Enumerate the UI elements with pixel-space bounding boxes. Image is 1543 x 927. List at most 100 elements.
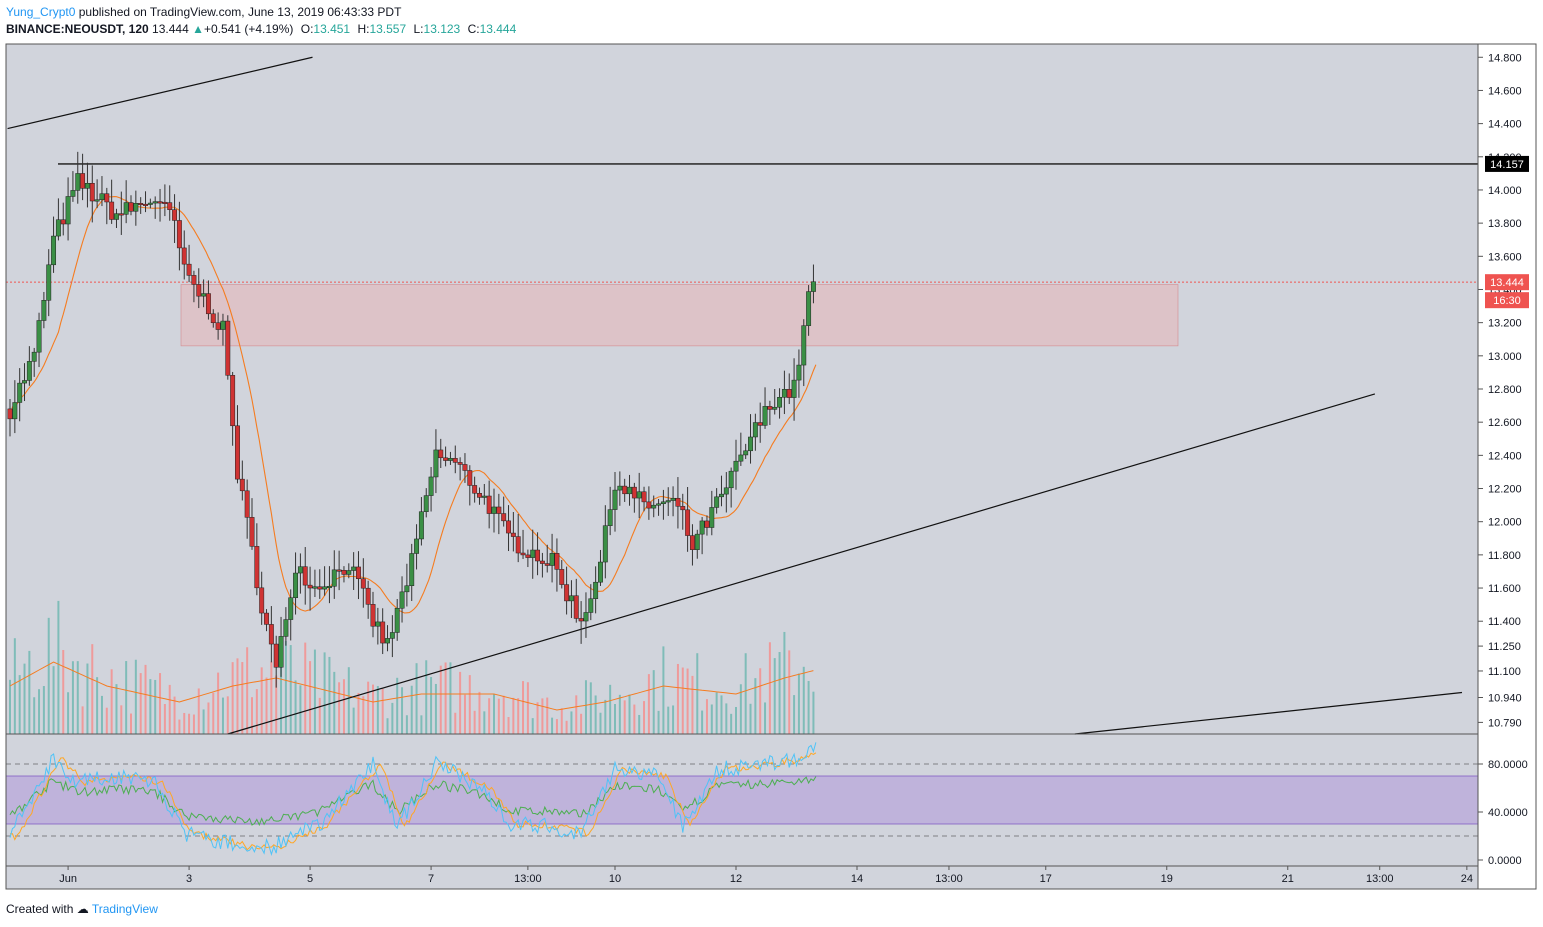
candle-body (641, 491, 647, 503)
volume-bar (725, 703, 728, 734)
candle-body (404, 585, 410, 593)
candle-body (801, 325, 807, 366)
close-value: 13.444 (479, 22, 517, 36)
price-chart[interactable]: 14.80014.60014.40014.20014.00013.80013.6… (0, 0, 1543, 900)
candle-body (549, 553, 555, 566)
volume-bar (691, 675, 694, 734)
candle-body (80, 173, 86, 189)
volume-bar (110, 669, 113, 734)
volume-bar (280, 665, 283, 734)
oscillator-band (6, 776, 1478, 824)
candle-body (181, 247, 187, 265)
candle-body (51, 235, 57, 266)
open-label: O: (300, 22, 314, 36)
candle-body (128, 202, 134, 212)
volume-bar (497, 698, 500, 734)
volume-bar (643, 701, 646, 734)
time-tick-label: 21 (1282, 873, 1294, 885)
volume-bar (342, 679, 345, 734)
candle-body (36, 320, 42, 353)
volume-bar (338, 682, 341, 734)
candle-body (602, 525, 608, 563)
time-tick-label: 13:00 (514, 873, 542, 885)
volume-bar (275, 675, 278, 734)
candle-body (109, 201, 115, 220)
trend-line (7, 56, 313, 130)
up-arrow-icon: ▲ (192, 22, 204, 36)
candle-body (385, 638, 390, 644)
volume-bar (526, 682, 529, 734)
stoch-fast-line (9, 742, 817, 857)
candle-body (133, 203, 139, 212)
volume-bar (197, 688, 200, 734)
volume-bar (778, 652, 781, 734)
volume-bar (323, 652, 326, 734)
candle-body (268, 624, 274, 645)
candle-body (389, 632, 395, 639)
candle-body (331, 569, 337, 587)
volume-bar (531, 718, 534, 734)
candle-body (723, 487, 729, 495)
candle-body (438, 449, 444, 459)
volume-bar (449, 662, 452, 734)
price-tick-label: 11.800 (1488, 550, 1521, 562)
candle-body (162, 201, 168, 204)
time-tick-label: 13:00 (935, 873, 963, 885)
volume-bar (415, 663, 418, 734)
candle-body (41, 300, 47, 321)
candle-body (510, 532, 516, 537)
volume-bar (115, 684, 118, 734)
volume-bar (52, 666, 55, 734)
time-tick-label: 10 (609, 873, 621, 885)
ohlc-legend: BINANCE:NEOUSDT, 120 13.444 ▲+0.541 (+4.… (6, 22, 516, 36)
osc-tick-label: 40.0000 (1488, 807, 1528, 819)
volume-bar (154, 679, 157, 734)
volume-bar (705, 699, 708, 734)
candle-body (138, 203, 144, 206)
volume-bar (255, 689, 258, 734)
tradingview-brand[interactable]: TradingView (91, 902, 158, 916)
candle-body (810, 281, 816, 292)
volume-bar (599, 712, 602, 734)
candle-body (84, 183, 90, 189)
osc-tick-label: 0.0000 (1488, 855, 1522, 867)
candle-body (767, 406, 773, 410)
volume-bar (188, 713, 191, 734)
candle-body (297, 566, 303, 574)
volume-bar (478, 691, 481, 734)
candle-body (375, 621, 381, 627)
candle-body (380, 621, 386, 644)
volume-bar (536, 702, 539, 734)
candle-body (680, 506, 686, 511)
volume-bar (434, 683, 437, 734)
volume-bar (589, 682, 592, 734)
countdown-label-bg (1485, 292, 1529, 309)
volume-bar (9, 679, 11, 734)
volume-bar (105, 707, 108, 734)
volume-bar (797, 673, 800, 734)
candle-body (656, 503, 662, 506)
candle-body (622, 485, 628, 495)
candle-body (360, 578, 366, 589)
symbol-label[interactable]: BINANCE:NEOUSDT, 120 (6, 22, 149, 36)
author-link[interactable]: Yung_Crypt0 (6, 5, 76, 19)
candle-body (46, 264, 52, 301)
candle-body (447, 458, 453, 461)
low-value: 13.123 (423, 22, 461, 36)
volume-bar (551, 717, 554, 734)
candle-body (501, 513, 507, 522)
candle-body (627, 486, 632, 495)
candle-body (12, 402, 18, 420)
candle-body (60, 219, 66, 225)
price-tick-label: 12.600 (1488, 417, 1522, 429)
candle-body (714, 496, 720, 508)
candle-body (733, 460, 739, 472)
time-tick-label: 13:00 (1366, 873, 1394, 885)
candle-body (617, 485, 623, 491)
candle-body (273, 643, 279, 668)
tradingview-logo-icon: ☁ (76, 902, 89, 916)
volume-bar (507, 717, 510, 734)
candle-body (559, 569, 565, 585)
volume-bar (178, 719, 181, 734)
volume-bar (86, 663, 89, 734)
